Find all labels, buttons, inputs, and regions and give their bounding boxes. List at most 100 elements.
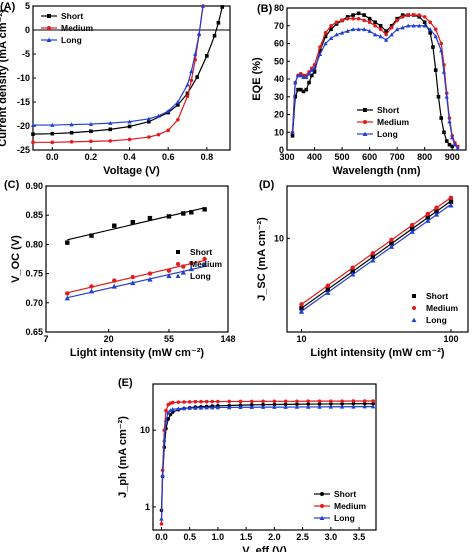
data-point — [425, 217, 431, 223]
data-point — [189, 260, 194, 266]
data-point — [409, 226, 415, 231]
data-point — [175, 99, 181, 104]
series-short — [290, 11, 455, 149]
data-point — [439, 41, 444, 46]
data-point — [306, 399, 311, 403]
y-tick-label: 0 — [279, 145, 284, 155]
data-point — [89, 139, 93, 144]
data-point — [425, 211, 431, 217]
y-tick-label: 5 — [25, 1, 30, 11]
data-point — [329, 402, 333, 406]
series-long — [290, 23, 460, 151]
data-point — [187, 400, 192, 404]
data-point — [400, 25, 405, 30]
data-point — [422, 20, 427, 24]
data-point — [325, 283, 331, 288]
chart-panel-a: (A) 0.0 0.2 0.4 0.6 0.8 5 0 -5 -10 -15 -20 -25 Voltag… — [0, 1, 231, 177]
data-point — [162, 437, 167, 442]
data-point — [455, 146, 460, 151]
series-long — [64, 262, 208, 301]
data-point — [304, 75, 309, 80]
data-point — [88, 121, 94, 126]
data-point — [212, 33, 217, 38]
data-point — [31, 132, 35, 136]
data-point — [345, 28, 350, 33]
data-point — [261, 402, 265, 407]
data-point — [306, 71, 312, 76]
series-medium — [290, 13, 460, 149]
chart-panel-b: (B) 300 400 500 600 700 800 900 0 10 20 30 40 50 60 70 8… — [251, 3, 467, 177]
data-point — [406, 13, 410, 17]
data-point — [201, 262, 208, 268]
data-point — [188, 266, 194, 272]
data-point — [108, 120, 113, 125]
data-point — [147, 276, 153, 282]
data-point — [156, 132, 161, 137]
data-point — [272, 399, 277, 404]
x-axis-label: Voltage (V) — [103, 165, 160, 177]
legend-label: Medium — [190, 259, 223, 269]
data-point — [309, 67, 314, 72]
data-point — [329, 23, 333, 28]
data-point — [163, 418, 169, 422]
data-point — [65, 291, 70, 296]
data-point — [417, 13, 421, 17]
data-point — [356, 11, 361, 16]
data-point — [323, 34, 328, 39]
data-point — [389, 237, 394, 242]
data-point — [216, 399, 220, 404]
data-point — [156, 113, 161, 118]
data-point — [176, 406, 181, 411]
data-point — [362, 401, 367, 406]
data-point — [189, 69, 194, 74]
data-point — [147, 119, 151, 124]
legend: Short Medium Long — [357, 105, 410, 139]
data-point — [356, 16, 361, 21]
data-point — [69, 130, 74, 135]
data-point — [193, 405, 198, 410]
data-point — [187, 405, 192, 410]
data-point — [108, 127, 113, 132]
data-point — [356, 27, 361, 32]
data-point — [261, 399, 265, 404]
x-tick-label: 20 — [104, 334, 114, 344]
x-tick-label: 148 — [220, 334, 235, 344]
legend-label: Long — [61, 35, 82, 45]
y-tick-label: 0.70 — [25, 298, 43, 308]
data-point — [69, 140, 74, 144]
data-point — [329, 27, 333, 32]
data-point — [318, 48, 322, 53]
data-point — [89, 233, 94, 238]
data-point — [130, 274, 136, 280]
data-point — [127, 119, 132, 124]
series-line — [33, 5, 204, 126]
data-point — [306, 402, 311, 406]
legend-marker — [319, 515, 325, 520]
data-point — [351, 401, 356, 406]
data-point — [323, 41, 328, 46]
series-medium — [299, 195, 454, 307]
x-tick-label: 10 — [296, 334, 306, 344]
x-tick-label: 0.2 — [85, 152, 98, 162]
data-point — [371, 404, 376, 409]
y-tick-label: 10 — [274, 127, 284, 137]
data-point — [185, 82, 190, 87]
panel-label: (E) — [118, 377, 133, 389]
data-point — [351, 404, 356, 409]
data-point — [325, 287, 331, 292]
data-point — [434, 209, 439, 214]
x-tick-label: 500 — [335, 152, 350, 162]
data-point — [204, 405, 209, 410]
legend: Short Medium Long — [411, 291, 459, 325]
data-point — [304, 87, 309, 92]
data-point — [193, 51, 198, 56]
data-point — [272, 402, 277, 407]
x-axis-label: Light intensity (mW cm⁻²) — [310, 347, 444, 359]
data-point — [227, 405, 232, 410]
data-point — [448, 202, 454, 208]
data-point — [339, 30, 345, 35]
legend-marker — [47, 14, 51, 18]
data-point — [176, 400, 181, 404]
legend-label: Short — [190, 247, 212, 257]
data-point — [428, 27, 433, 32]
